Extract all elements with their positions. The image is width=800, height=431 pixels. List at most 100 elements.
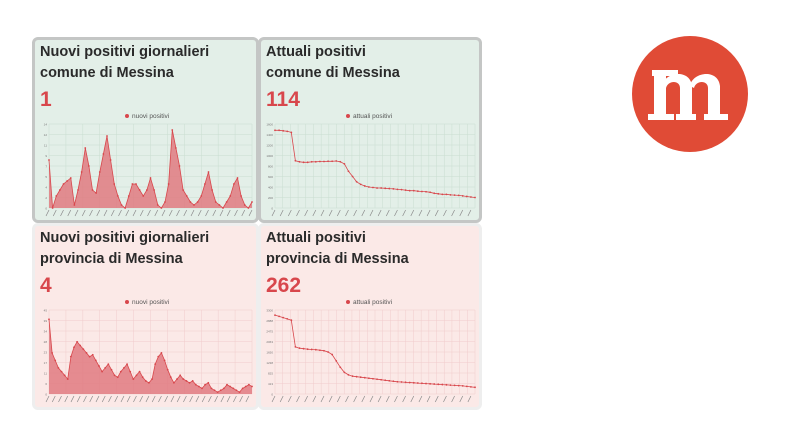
x-tick-label [145,395,150,403]
data-point [48,318,50,321]
x-tick-label [126,395,131,403]
panel-title: Attuali positivi comune di Messina [266,42,400,84]
data-point [104,366,107,369]
x-tick-label [233,395,237,403]
data-point [380,378,383,381]
data-point [185,195,188,197]
legend-dot [125,300,129,305]
data-point [182,189,185,191]
data-point [437,383,440,386]
data-point [193,204,195,206]
x-tick-label [190,209,195,217]
data-point [290,319,293,322]
x-tick-label [271,395,276,403]
data-point [198,385,200,388]
data-point [396,188,399,191]
y-tick-label: 600 [268,175,273,179]
data-point [160,207,163,209]
legend: attuali positivi [346,113,392,120]
data-point [79,344,82,347]
data-point [219,389,222,392]
y-tick-label: 413 [268,382,273,386]
data-point [144,380,147,382]
legend-dot [346,114,350,119]
data-point [302,161,305,164]
data-point [229,195,232,197]
data-point [91,189,94,191]
panel-provincia-active: Attuali positivi provincia di Messina 26… [258,223,482,410]
x-tick-label [434,209,439,217]
legend: attuali positivi [346,299,392,306]
data-point [474,386,476,389]
x-tick-label [176,395,181,403]
x-tick-label [125,209,130,217]
x-tick-label [64,395,69,403]
data-point [441,383,444,386]
data-point [372,377,374,380]
data-point [173,381,175,384]
y-tick-label: 11 [44,372,47,376]
x-tick-label [110,209,115,217]
x-tick-label [220,395,225,403]
data-point [207,171,210,173]
data-point [335,160,338,162]
data-point [251,201,253,203]
y-tick-label: 23 [44,351,48,355]
data-point [421,190,423,193]
data-point [149,177,152,179]
y-tick-label: 5 [45,175,47,179]
y-tick-label: 1200 [266,144,273,148]
data-point [203,183,206,185]
x-tick-label [345,395,349,403]
data-point [298,347,301,350]
data-point [142,195,145,197]
data-point [474,196,476,199]
data-point [323,349,325,352]
data-point [388,187,391,190]
data-point [470,385,472,388]
data-point [445,193,448,196]
x-tick-label [89,209,93,217]
value-number: 262 [266,274,302,297]
legend: nuovi positivi [125,113,169,120]
x-tick-label [361,209,366,217]
data-point [453,194,456,197]
y-tick-label: 1600 [266,123,273,127]
data-point [94,359,97,362]
data-point [453,384,456,387]
x-tick-label [45,209,50,217]
data-point [408,189,411,192]
x-tick-label [133,395,137,403]
data-point [225,201,228,203]
x-tick-label [154,209,159,217]
x-tick-label [320,209,325,217]
series-area [49,130,252,208]
data-point [169,376,172,379]
x-tick-label [183,395,187,403]
x-tick-label [208,395,212,403]
data-point [376,187,378,189]
x-tick-label [288,395,292,403]
y-tick-label: 12 [44,133,48,137]
data-point [441,193,444,196]
data-point [416,382,419,384]
legend-label: nuovi positivi [132,299,170,306]
data-point [457,194,460,197]
x-tick-label [114,395,119,403]
y-tick-label: 28 [44,340,48,344]
x-tick-label [296,395,300,403]
data-point [80,171,83,173]
data-point [339,160,342,163]
data-point [380,187,383,189]
data-point [154,363,157,366]
y-tick-label: 2888 [266,319,273,323]
data-point [351,175,354,178]
x-tick-label [45,395,50,403]
x-tick-label [76,395,81,403]
x-tick-label [201,395,206,403]
x-tick-label [394,209,398,217]
x-tick-label [418,209,423,217]
data-point [318,160,321,163]
data-point [153,189,156,191]
data-point [207,381,210,384]
